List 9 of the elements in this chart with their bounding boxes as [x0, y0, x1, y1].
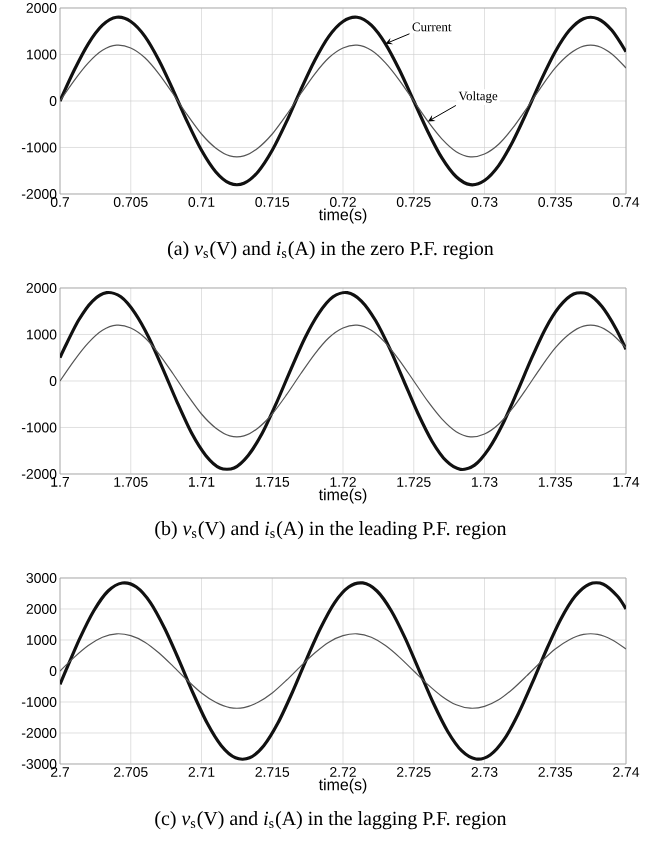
line-series: [60, 290, 626, 472]
text: (b) v$_{s}$(V) and i$_{s}$(A) in the leading P.F. region: [155, 521, 507, 540]
text: (a) v$_{s}$(V) and i$_{s}$(A) in the zero P.F. region: [167, 241, 494, 260]
line-series: [60, 633, 626, 709]
line-series: [60, 324, 626, 438]
line-series: [60, 15, 626, 187]
text: (c) v$_{s}$(V) and i$_{s}$(A) in the lagging P.F. region: [155, 811, 507, 830]
line-series: [60, 581, 626, 761]
line-series: [60, 44, 626, 158]
